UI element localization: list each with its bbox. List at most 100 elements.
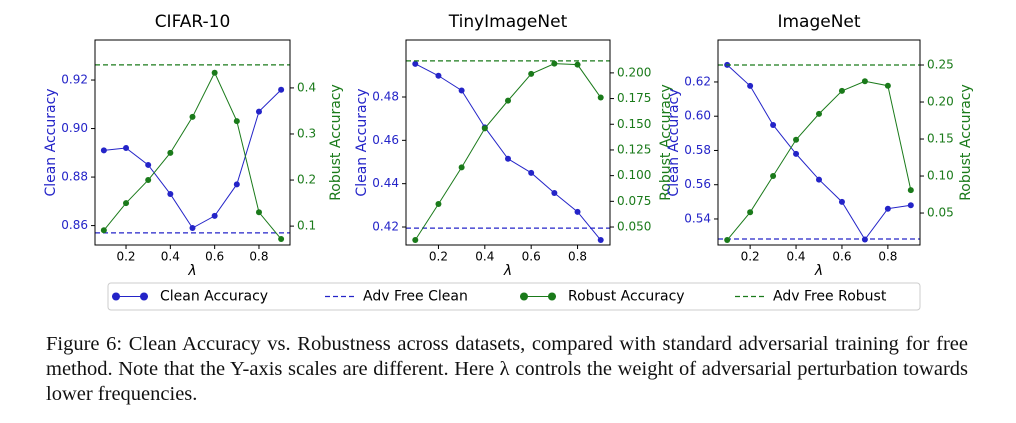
y2-tick-label: 0.3 xyxy=(297,126,316,140)
y-axis-label: Clean Accuracy xyxy=(666,88,682,196)
point xyxy=(255,209,262,216)
y2-tick-label: 0.10 xyxy=(927,169,954,183)
legend-label: Adv Free Robust xyxy=(773,289,887,305)
legend-marker xyxy=(548,292,556,301)
point xyxy=(481,125,488,132)
y-tick-label: 0.56 xyxy=(684,177,711,191)
chart-title: ImageNet xyxy=(777,12,860,32)
point xyxy=(793,136,800,143)
point xyxy=(278,236,285,243)
point xyxy=(255,108,262,115)
legend-marker xyxy=(520,292,528,301)
series-line xyxy=(414,63,602,241)
point xyxy=(233,118,240,125)
point xyxy=(100,147,107,154)
series-line xyxy=(415,63,602,241)
series-line xyxy=(726,80,912,241)
figure: CIFAR-100.2 0.4 0.6 0.80.860.880.900.920.10… xyxy=(43,12,974,311)
point xyxy=(412,236,419,243)
legend-label: Adv Free Clean xyxy=(363,289,468,305)
point xyxy=(574,61,581,68)
point xyxy=(435,201,442,207)
plot-frame xyxy=(717,39,921,246)
x-tick-label: 0.4 xyxy=(786,250,805,264)
point xyxy=(211,212,218,219)
point xyxy=(551,60,558,67)
legend-label: Clean Accuracy xyxy=(160,289,268,305)
y2-axis-label: Robust Accuracy xyxy=(328,84,344,201)
y2-tick-label: 0.100 xyxy=(617,168,651,182)
chart-title: CIFAR-10 xyxy=(155,12,231,32)
point xyxy=(816,176,822,183)
point xyxy=(505,155,511,162)
point xyxy=(793,150,800,157)
y2-tick-label: 0.25 xyxy=(927,58,954,72)
y-tick-label: 0.92 xyxy=(61,73,88,87)
y2-tick-label: 0.150 xyxy=(617,117,651,131)
point xyxy=(884,82,891,89)
y2-tick-label: 0.075 xyxy=(617,194,651,208)
y-tick-label: 0.48 xyxy=(372,89,399,103)
y-axis-label: Clean Accuracy xyxy=(43,88,59,196)
y2-tick-label: 0.20 xyxy=(927,95,954,109)
y2-tick-label: 0.050 xyxy=(617,220,651,234)
point xyxy=(167,149,174,156)
x-tick-label: 0.6 xyxy=(522,250,541,264)
point xyxy=(528,70,535,77)
caption: Figure 6: Clean Accuracy vs. Robustness … xyxy=(46,333,968,405)
point xyxy=(458,87,465,94)
y-tick-label: 0.62 xyxy=(684,74,711,88)
point xyxy=(278,86,285,93)
chart-title: TinyImageNet xyxy=(448,12,568,32)
point xyxy=(838,198,845,205)
point xyxy=(884,205,891,212)
x-tick-label: 0.4 xyxy=(475,250,494,264)
point xyxy=(838,87,845,94)
point xyxy=(861,78,868,85)
series-line xyxy=(103,89,282,229)
x-tick-label: 0.6 xyxy=(832,250,851,264)
y2-tick-label: 0.4 xyxy=(297,80,316,94)
y2-tick-label: 0.05 xyxy=(927,206,954,220)
point xyxy=(528,169,535,176)
point xyxy=(123,144,130,151)
y2-tick-label: 0.175 xyxy=(617,91,651,105)
y2-tick-label: 0.15 xyxy=(927,132,954,146)
y2-axis-label: Robust Accuracy xyxy=(658,84,674,201)
x-tick-label: 0.2 xyxy=(429,250,448,264)
point xyxy=(211,69,218,76)
legend-box xyxy=(107,282,921,311)
y-tick-label: 0.54 xyxy=(684,211,711,225)
point xyxy=(597,94,604,101)
legend-marker xyxy=(140,292,148,301)
x-axis-label: λ xyxy=(814,263,823,279)
x-tick-label: 0.2 xyxy=(741,250,760,264)
y-tick-label: 0.44 xyxy=(372,176,399,190)
y-tick-label: 0.90 xyxy=(61,121,88,135)
point xyxy=(907,187,914,194)
y-tick-label: 0.46 xyxy=(372,133,399,147)
point xyxy=(597,237,604,244)
point xyxy=(145,177,152,184)
series-line xyxy=(103,71,282,240)
point xyxy=(907,202,914,209)
y2-tick-label: 0.125 xyxy=(617,142,651,156)
series-line xyxy=(726,64,911,241)
point xyxy=(505,97,511,104)
point xyxy=(724,237,731,244)
y-tick-label: 0.42 xyxy=(372,220,399,234)
plot-frame xyxy=(405,39,611,246)
y2-axis-label: Robust Accuracy xyxy=(958,84,974,201)
x-axis-label: λ xyxy=(503,263,512,279)
plot-frame xyxy=(94,39,291,246)
point xyxy=(458,164,465,171)
y-tick-label: 0.60 xyxy=(684,109,711,123)
point xyxy=(747,82,754,89)
x-tick-label: 0.8 xyxy=(878,250,897,264)
y-tick-label: 0.86 xyxy=(61,218,88,232)
y2-tick-label: 0.2 xyxy=(297,173,316,187)
point xyxy=(770,121,777,128)
point xyxy=(574,208,581,215)
y2-tick-label: 0.1 xyxy=(297,219,316,233)
